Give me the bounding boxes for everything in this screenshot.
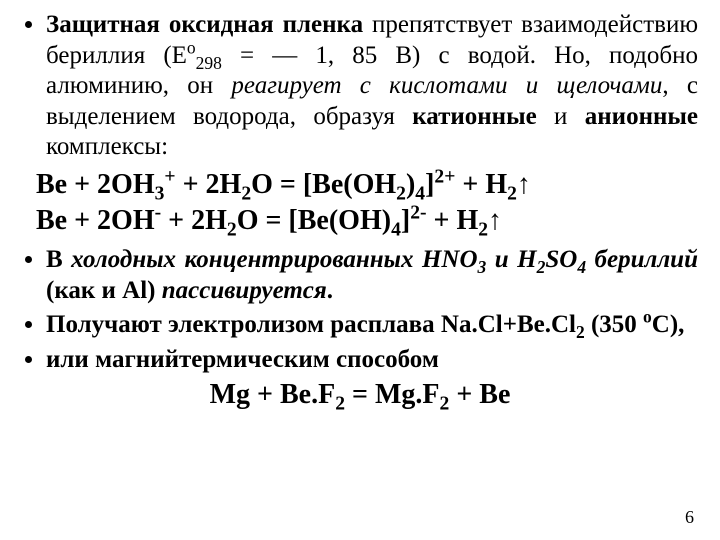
- bullet-list-2: В холодных концентрированных HNO3 и H2SO…: [22, 245, 698, 375]
- equation-mg: Mg + Be.F2 = Mg.F2 + Be: [22, 379, 698, 411]
- bullet-magnesiothermic: или магнийтермическим способом: [46, 345, 698, 376]
- page-number: 6: [685, 507, 694, 528]
- equation-anionic: Be + 2OH- + 2H2O = [Be(OH)4]2- + H2↑: [22, 203, 698, 239]
- slide: Защитная оксидная пленка препятствует вз…: [0, 0, 720, 540]
- text-run: В холодных концентрированных HNO3 и H2SO…: [46, 246, 698, 304]
- equation-block: Be + 2OH3+ + 2H2O = [Be(OH2)4]2+ + H2↑ B…: [22, 167, 698, 240]
- bullet-passivation: В холодных концентрированных HNO3 и H2SO…: [46, 245, 698, 306]
- bullet-oxide-film: Защитная оксидная пленка препятствует вз…: [46, 10, 698, 163]
- equation-cationic: Be + 2OH3+ + 2H2O = [Be(OH2)4]2+ + H2↑: [22, 167, 698, 203]
- bullet-electrolysis: Получают электролизом расплава Na.Cl+Be.…: [46, 310, 698, 341]
- text-run: или магнийтермическим способом: [46, 346, 439, 373]
- text-run: Получают электролизом расплава Na.Cl+Be.…: [46, 311, 684, 338]
- bullet-list: Защитная оксидная пленка препятствует вз…: [22, 10, 698, 163]
- text-run: Защитная оксидная пленка препятствует вз…: [46, 11, 698, 160]
